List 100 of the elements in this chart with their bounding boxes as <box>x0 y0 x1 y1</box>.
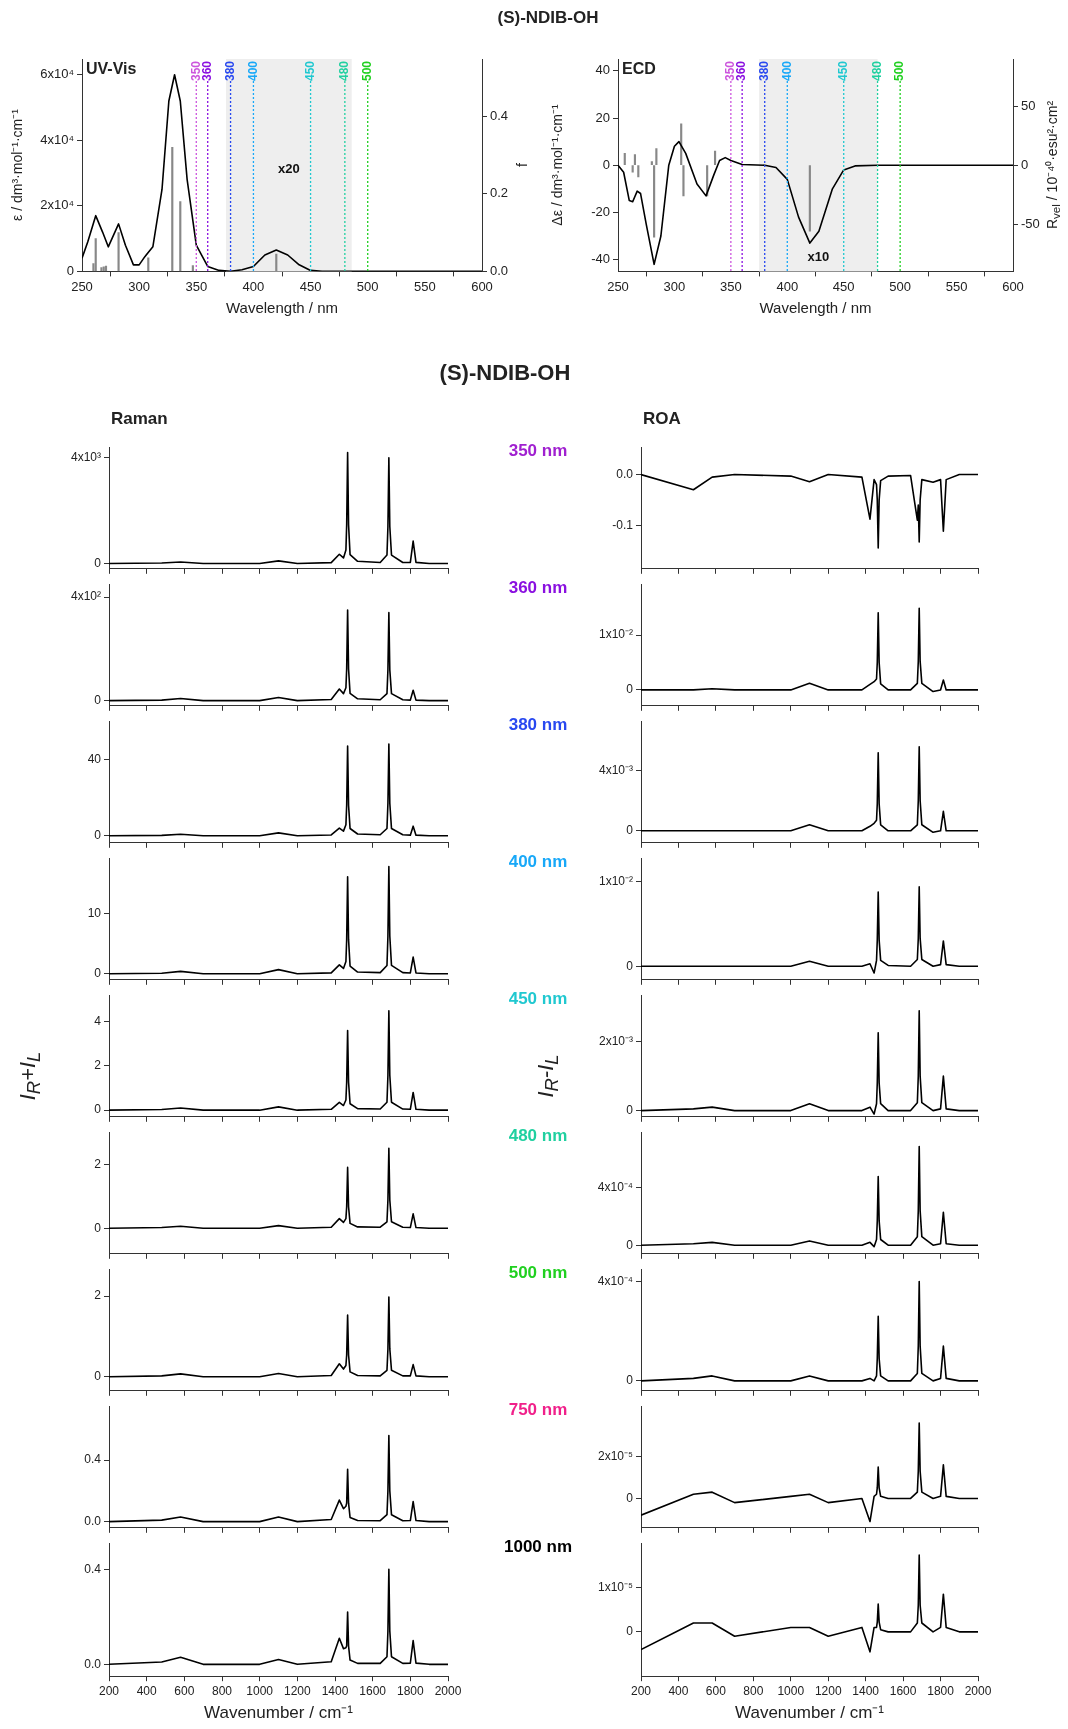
y-tick-label: 4x10⁻⁴ <box>597 1180 633 1195</box>
x-tick-label: 1600 <box>359 1683 387 1698</box>
y-tick-label: 0.4 <box>84 1561 102 1576</box>
bar <box>650 161 653 166</box>
y-tick-label: 0 <box>66 262 74 278</box>
text: (S)-NDIB-OH <box>497 8 599 28</box>
y-tick-label: 40 <box>595 62 610 78</box>
x-tick-label: 600 <box>1002 278 1024 294</box>
y-tick-label: 0 <box>626 1237 634 1252</box>
y2-tick-label: 0.2 <box>490 185 509 201</box>
y2-tick-label: 0.4 <box>490 107 509 123</box>
x-tick-label: 400 <box>136 1683 157 1698</box>
y-tick-label: 2x10⁻³ <box>598 1034 633 1049</box>
text: 350 nm <box>508 441 568 461</box>
ref-line-label: 380 <box>757 60 772 82</box>
y-tick-label: 1x10⁻² <box>598 874 633 889</box>
y-tick-label: 4x10³ <box>70 450 101 465</box>
text: 360 nm <box>508 578 568 598</box>
bar <box>179 201 182 272</box>
y-tick-label: 0 <box>626 958 634 973</box>
x-tick-label: 1600 <box>889 1683 917 1698</box>
x-tick-label: 450 <box>832 278 855 294</box>
y-tick-label: 0 <box>626 1490 634 1505</box>
y-tick-label: 0 <box>626 1373 634 1388</box>
bar <box>191 265 194 272</box>
ref-line-label: 350 <box>188 60 203 82</box>
y-tick-label: -20 <box>591 203 610 219</box>
x-tick-label: 400 <box>242 278 265 294</box>
y-tick-label: 6x10⁴ <box>40 66 74 82</box>
y2-axis-title: f <box>514 163 530 168</box>
y-tick-label: 4x10⁻³ <box>598 763 633 778</box>
y-tick-label: 1x10⁻⁵ <box>598 1579 634 1594</box>
bar <box>713 150 717 166</box>
x-tick-label: 1200 <box>283 1683 311 1698</box>
text: 750 nm <box>508 1400 568 1420</box>
y-tick-label: 20 <box>595 109 610 125</box>
y-tick-label: 0.0 <box>84 1656 102 1671</box>
x-tick-label: 400 <box>776 278 799 294</box>
y-tick-label: 4x10² <box>70 589 101 604</box>
bar <box>94 238 97 272</box>
y-tick-label: 0 <box>94 555 102 570</box>
x-tick-label: 2000 <box>964 1683 992 1698</box>
x-tick-label: 350 <box>720 278 742 294</box>
y-tick-label: -40 <box>591 251 610 267</box>
bar <box>653 165 656 238</box>
y-tick-label: 2 <box>94 1058 102 1073</box>
x-tick-label: 1800 <box>927 1683 955 1698</box>
ref-line-label: 450 <box>836 60 851 82</box>
x-axis-title: Wavenumber / cm⁻¹ <box>735 1703 885 1723</box>
x-tick-label: 550 <box>414 278 436 294</box>
text: 400 nm <box>508 852 568 872</box>
ref-line-label: 400 <box>779 60 794 82</box>
y-tick-label: 2 <box>94 1288 102 1303</box>
bar <box>682 165 685 197</box>
y-tick-label: 0 <box>626 1624 634 1639</box>
chart-subtitle: ROA <box>643 409 681 429</box>
x-tick-label: 800 <box>211 1683 233 1698</box>
y-tick-label: 0 <box>94 1102 102 1117</box>
ref-line-label: 500 <box>360 60 375 82</box>
ref-line-label: 480 <box>869 60 884 82</box>
y-tick-label: 4x10⁻⁴ <box>597 1273 633 1288</box>
y-tick-label: 0 <box>94 828 102 843</box>
y-tick-label: 0.0 <box>84 1513 102 1528</box>
y2-tick-label: 50 <box>1021 97 1036 113</box>
text: 450 nm <box>508 989 568 1009</box>
x-tick-label: 350 <box>185 278 208 294</box>
y-axis-title: Δε / dm³·mol⁻¹·cm⁻¹ <box>547 104 566 226</box>
bar <box>637 165 640 178</box>
ref-line-label: 480 <box>337 60 352 82</box>
band-label: x10 <box>807 248 830 264</box>
x-tick-label: 550 <box>945 278 968 294</box>
y-tick-label: 4x10⁴ <box>40 131 74 147</box>
x-tick-label: 300 <box>128 278 150 294</box>
text: 1000 nm <box>503 1537 573 1557</box>
bar <box>117 232 120 272</box>
ref-line-label: 380 <box>222 60 237 82</box>
x-tick-label: 800 <box>743 1683 764 1698</box>
y-tick-label: 0 <box>94 1369 102 1384</box>
y-axis-title: ε / dm³·mol⁻¹·cm⁻¹ <box>7 109 26 222</box>
y-tick-label: 0 <box>94 692 102 707</box>
y-tick-label: 2x10⁻⁵ <box>598 1448 634 1463</box>
y-tick-label: -0.1 <box>612 517 634 532</box>
x-axis-title: Wavenumber / cm⁻¹ <box>204 1703 354 1723</box>
y-tick-label: 0 <box>94 966 102 981</box>
x-tick-label: 250 <box>607 278 629 294</box>
x-tick-label: 400 <box>668 1683 689 1698</box>
y2-tick-label: 0.0 <box>490 262 509 278</box>
chart-subtitle: ECD <box>622 60 656 78</box>
x-tick-label: 600 <box>705 1683 727 1698</box>
y-tick-label: 4 <box>94 1014 102 1029</box>
x-tick-label: 200 <box>630 1683 652 1698</box>
y2-tick-label: -50 <box>1021 215 1040 231</box>
y-tick-label: 0 <box>626 823 634 838</box>
x-tick-label: 1800 <box>396 1683 424 1698</box>
y-tick-label: 10 <box>87 906 102 921</box>
band-label: x20 <box>278 161 300 177</box>
x-tick-label: 600 <box>471 278 493 294</box>
chart-subtitle: Raman <box>111 409 168 429</box>
y-tick-label: 0 <box>626 1102 634 1117</box>
x-tick-label: 450 <box>299 278 322 294</box>
